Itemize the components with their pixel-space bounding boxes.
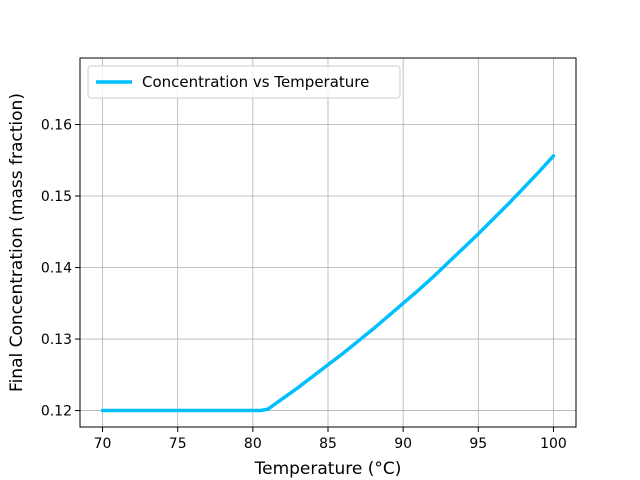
x-axis-label: Temperature (°C): [254, 459, 402, 479]
x-tick-label: 80: [244, 436, 262, 452]
x-tick-label: 75: [169, 436, 187, 452]
x-tick-label: 70: [94, 436, 112, 452]
x-tick-label: 90: [394, 436, 412, 452]
legend: Concentration vs Temperature: [87, 65, 401, 99]
legend-box: [87, 65, 401, 99]
y-tick-label: 0.16: [41, 118, 72, 134]
series-line: [100, 154, 556, 413]
x-tick-label: 85: [319, 436, 337, 452]
x-tick-label: 95: [469, 436, 487, 452]
y-tick-label: 0.12: [41, 404, 72, 420]
y-tick-label: 0.13: [41, 332, 72, 348]
y-tick-label: 0.15: [41, 189, 72, 205]
tick-marks: 70 75 80 85 90 95 100 0.12 0.13 0.14 0.15 0.16: [41, 118, 567, 452]
legend-label: Concentration vs Temperature: [142, 73, 369, 91]
y-axis-label: Final Concentration (mass fraction): [7, 93, 27, 392]
series-layer: [100, 154, 556, 413]
y-tick-label: 0.14: [41, 261, 72, 277]
x-tick-label: 100: [540, 436, 567, 452]
